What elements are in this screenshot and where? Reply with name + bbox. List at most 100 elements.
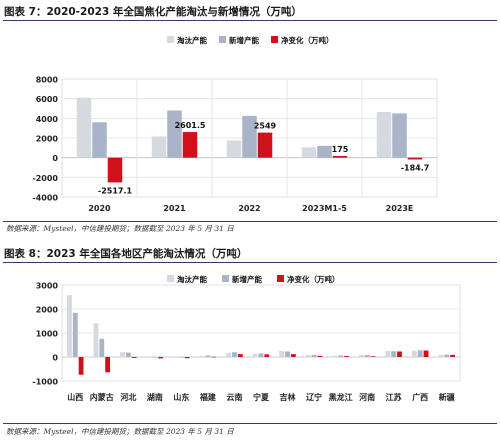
bar-added-13 (417, 350, 423, 357)
bar-added-1 (167, 110, 182, 158)
chart-capacity-by-year: -4000 -2000 0 2000 4000 6000 8000 2020 2021 2022 2… (32, 35, 438, 213)
bar-added-7 (258, 353, 264, 357)
bar-retired-11 (358, 355, 364, 357)
bar-net-13 (423, 350, 429, 357)
bar-net-2 (257, 132, 273, 158)
y-tick-label-8000: 8000 (36, 76, 59, 85)
x-category-label-5: 福建 (199, 392, 217, 402)
bar-net-10 (344, 356, 349, 357)
bar-added-2 (242, 115, 257, 158)
figure-8-source: 数据来源：Mysteel，中信建投期货；数据截至 2023 年 5 月 31 日 (6, 427, 234, 436)
data-label-net-2: 2549 (254, 122, 277, 131)
x-category-label-2: 2022 (238, 204, 260, 213)
figure-8-top-rule (3, 262, 497, 263)
legend-label-0: 淘汰产能 (177, 274, 207, 284)
legend-swatch-1 (222, 275, 229, 282)
bar-retired-13 (411, 350, 417, 357)
bar-added-2 (125, 352, 131, 357)
y-tick-label-3000: 3000 (36, 282, 59, 291)
bar-retired-2 (226, 140, 242, 158)
bar-retired-12 (385, 351, 391, 357)
bar-net-2 (131, 357, 137, 358)
x-category-label-0: 山西 (67, 392, 83, 402)
bar-net-0 (107, 157, 123, 183)
y-tick-label-0: 0 (52, 354, 58, 363)
bar-net-8 (290, 354, 296, 357)
bar-net-1 (105, 357, 111, 373)
bar-added-0 (72, 312, 78, 357)
data-label-net-1: 2601.5 (175, 121, 206, 130)
y-tick-label-0: 0 (52, 154, 58, 163)
x-category-label-1: 2021 (163, 204, 186, 213)
x-category-label-10: 黑龙江 (329, 392, 353, 402)
bar-net-12 (397, 351, 402, 357)
bar-added-11 (364, 355, 370, 357)
y-tick-label-2000: 2000 (36, 306, 59, 315)
x-category-label-1: 内蒙古 (90, 392, 114, 402)
chart-capacity-by-region: -1000 0 1000 2000 3000 山西 内蒙古 河北 湖南 山东 福建 云南 宁夏 吉林 辽宁黑… (32, 274, 461, 402)
x-category-label-0: 2020 (88, 204, 111, 213)
figure-7-source: 数据来源：Mysteel，中信建投期货；数据截至 2023 年 5 月 31 日 (6, 224, 234, 233)
bar-added-0 (92, 122, 107, 158)
legend-swatch-2 (271, 36, 278, 43)
bar-net-1 (182, 132, 198, 158)
bar-retired-14 (438, 354, 444, 357)
x-category-label-8: 吉林 (280, 392, 296, 402)
bar-net-3 (332, 155, 348, 158)
y-tick-label-4000: 4000 (36, 115, 59, 124)
bar-retired-9 (305, 354, 311, 357)
x-category-label-2: 河北 (120, 392, 136, 402)
figure-7-bottom-rule (3, 221, 497, 222)
bar-added-4 (392, 113, 407, 158)
bar-added-1 (99, 338, 105, 357)
bar-retired-3 (146, 356, 152, 357)
legend-swatch-0 (167, 275, 174, 282)
bar-retired-7 (252, 353, 258, 357)
x-category-label-4: 山东 (173, 392, 189, 402)
data-label-net-4: -184.7 (401, 163, 430, 172)
y-tick-label-1000: 1000 (36, 330, 59, 339)
bar-retired-0 (67, 295, 72, 357)
bar-net-3 (158, 357, 164, 359)
bar-added-8 (285, 351, 290, 357)
legend-swatch-1 (219, 36, 226, 43)
bar-added-3 (317, 145, 332, 158)
bar-retired-0 (76, 97, 92, 158)
bar-net-11 (370, 356, 376, 357)
y-tick-label-1000: -1000 (32, 378, 58, 387)
bar-net-14 (450, 354, 455, 357)
bar-net-6 (237, 354, 243, 357)
x-category-label-3: 湖南 (147, 392, 163, 402)
bar-net-4 (407, 157, 423, 160)
bar-retired-3 (301, 147, 317, 158)
legend-swatch-0 (167, 36, 174, 43)
y-tick-label-4000: -4000 (32, 194, 58, 203)
bar-retired-1 (93, 323, 99, 357)
figure-8-bottom-rule (3, 423, 497, 424)
x-category-label-14: 新疆 (439, 392, 455, 402)
legend-label-2: 净变化（万吨） (281, 35, 334, 45)
bar-retired-6 (226, 352, 232, 357)
bar-retired-4 (173, 356, 178, 357)
bar-net-4 (184, 357, 190, 359)
bar-added-3 (152, 357, 158, 358)
x-category-label-12: 江苏 (386, 392, 402, 402)
bar-added-9 (311, 354, 317, 357)
bar-added-5 (205, 355, 211, 357)
bar-retired-2 (120, 352, 125, 357)
x-category-label-4: 2023E (386, 204, 414, 213)
figure-7-title: 图表 7：2020-2023 年全国焦化产能淘汰与新增情况（万吨） (4, 6, 302, 18)
data-label-net-0: -2517.1 (98, 186, 133, 195)
bar-retired-5 (199, 355, 205, 357)
bar-added-12 (391, 351, 397, 357)
figure-7-top-rule (3, 20, 497, 21)
y-tick-label-2000: -2000 (32, 174, 58, 183)
bar-retired-4 (376, 111, 392, 158)
bar-added-4 (178, 357, 184, 358)
data-label-net-3: 175 (332, 145, 349, 154)
bar-added-10 (338, 355, 344, 357)
legend-swatch-2 (277, 275, 284, 282)
y-tick-label-6000: 6000 (36, 95, 59, 104)
figure-8-title: 图表 8：2023 年全国各地区产能淘汰情况（万吨） (4, 248, 248, 260)
legend-label-0: 淘汰产能 (177, 35, 207, 45)
